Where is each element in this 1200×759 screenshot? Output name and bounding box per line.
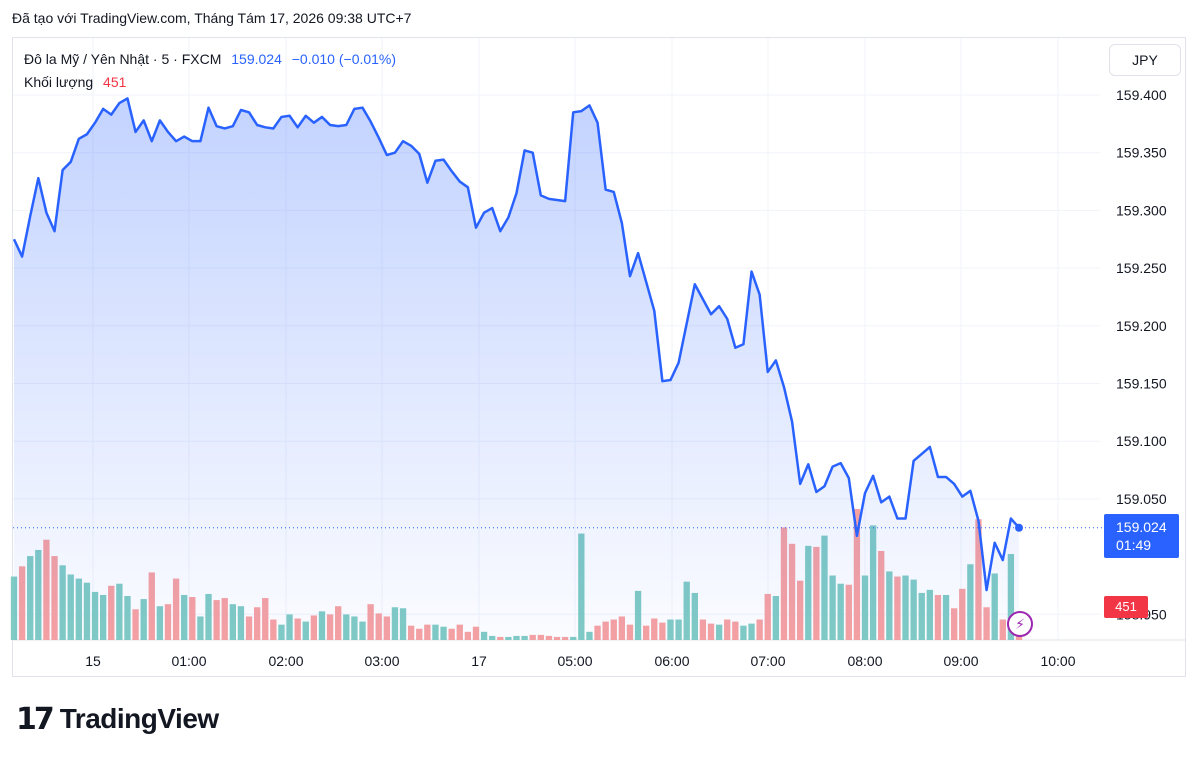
y-tick-label: 159.050 [1116,491,1167,507]
last-price-dot [1015,523,1023,532]
x-tick-label: 07:00 [750,653,785,669]
y-tick-label: 159.150 [1116,376,1167,392]
price-axis: 159.400 159.350 159.300 159.250 159.200 159.1… [1116,87,1167,622]
y-tick-label: 159.400 [1116,87,1167,103]
x-tick-label: 03:00 [364,653,399,669]
lightning-icon[interactable]: ⚡ [1007,611,1033,637]
y-tick-label: 159.350 [1116,145,1167,161]
price-area [14,98,1019,640]
price-line [12,97,1020,592]
price-tag-countdown: 01:49 [1116,537,1152,553]
x-tick-label: 02:00 [268,653,303,669]
chart-caption: Đã tạo với TradingView.com, Tháng Tám 17… [12,10,412,26]
legend: Đô la Mỹ / Yên Nhật · 5 · FXCM 159.024 −… [24,48,396,94]
tradingview-logo[interactable]: 17 TradingView [16,701,219,737]
x-tick-label: 06:00 [654,653,689,669]
price-change: −0.010 (−0.01%) [291,51,397,67]
y-tick-label: 159.100 [1116,433,1167,449]
x-tick-label: 01:00 [171,653,206,669]
x-tick-label: 08:00 [847,653,882,669]
currency-button[interactable]: JPY [1109,44,1181,76]
volume-label[interactable]: Khối lượng [24,74,94,90]
x-tick-label: 05:00 [557,653,592,669]
x-tick-label: 17 [471,653,487,669]
y-tick-label: 159.300 [1116,202,1167,218]
x-tick-label: 10:00 [1040,653,1075,669]
x-tick-label: 15 [85,653,101,669]
time-axis: 15 01:00 02:00 03:00 17 05:00 06:00 07:00 08:00 0… [85,653,1076,669]
price-tag-value: 159.024 [1116,519,1167,535]
volume-value: 451 [103,74,127,90]
symbol-title[interactable]: Đô la Mỹ / Yên Nhật · 5 · FXCM [24,51,222,67]
logo-text: TradingView [59,703,219,734]
y-tick-label: 159.250 [1116,260,1167,276]
y-tick-label: 159.200 [1116,318,1167,334]
last-price-tag: 159.024 01:49 [1104,514,1179,558]
x-tick-label: 09:00 [943,653,978,669]
tradingview-logo-icon: 17 [16,701,55,737]
last-price: 159.024 [231,51,282,67]
volume-tag: 451 [1104,596,1148,618]
chart-frame [12,37,1186,677]
